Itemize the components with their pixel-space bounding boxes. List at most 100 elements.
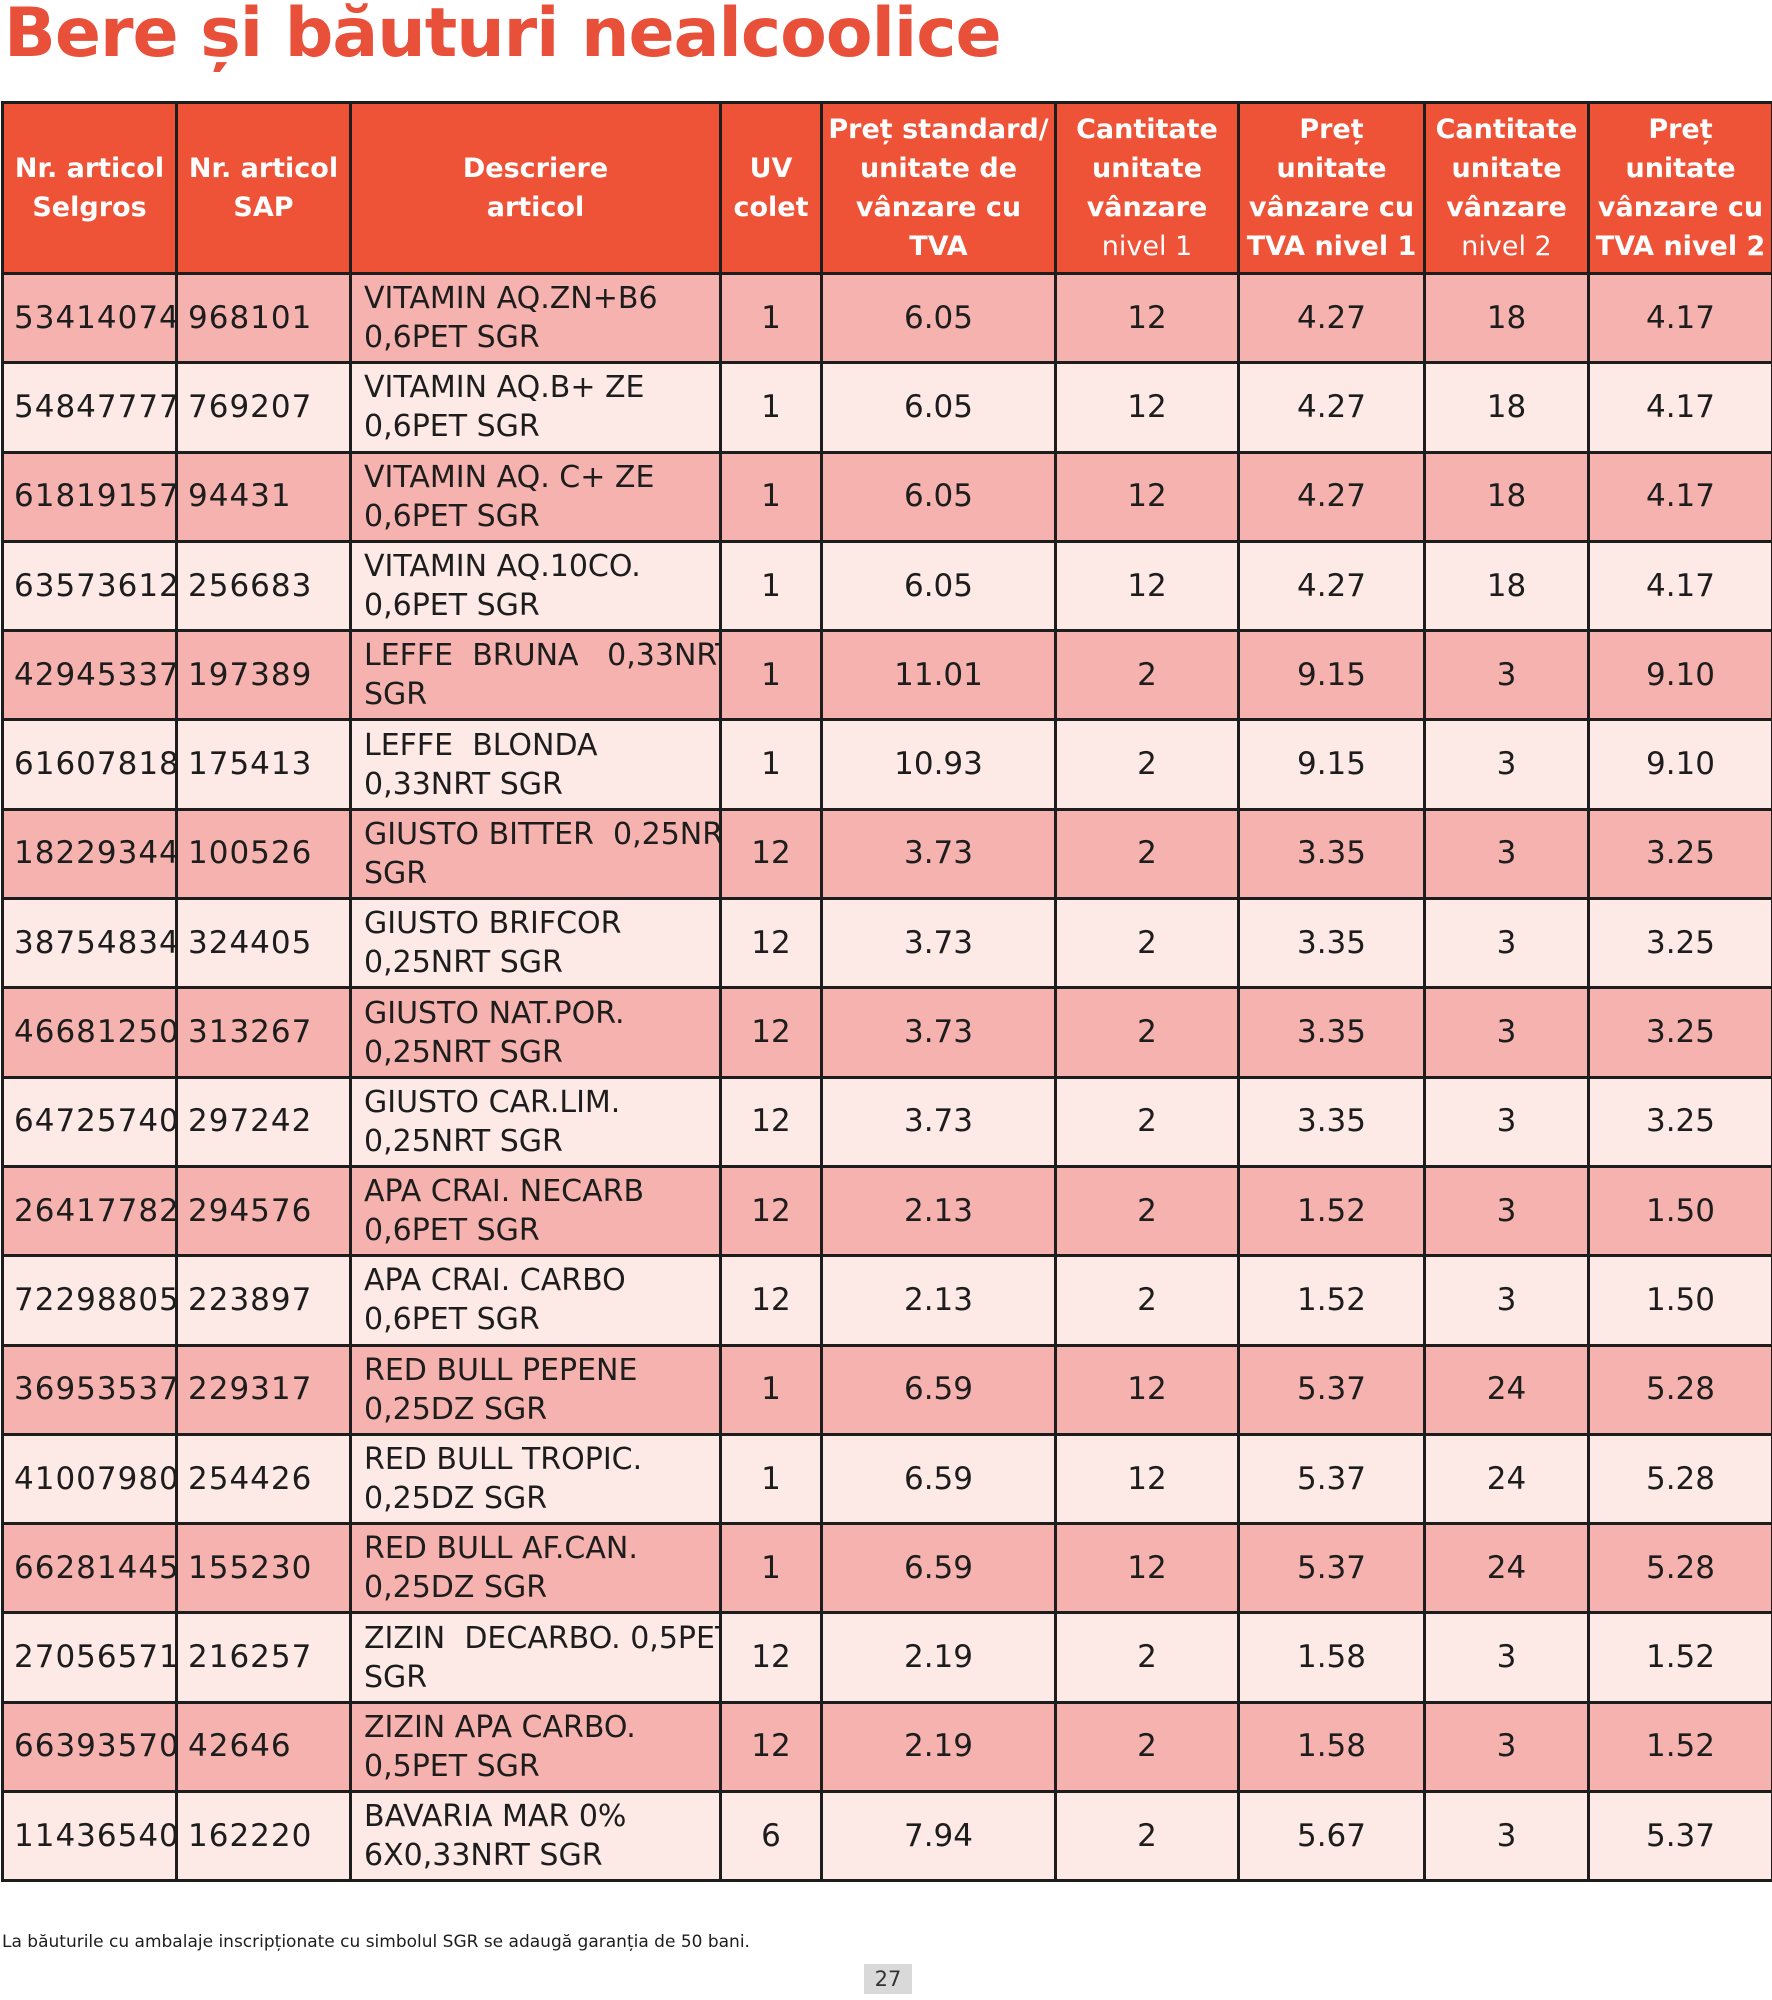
cell-cantitate-nivel-2: 3 xyxy=(1423,897,1590,990)
cell-pret-nivel-2: 3.25 xyxy=(1587,1075,1772,1168)
table-row: 61819157 94431 VITAMIN AQ. C+ ZE 0,6PET SGR… xyxy=(1,450,1772,543)
cell-pret-standard: 11.01 xyxy=(820,629,1057,722)
cell-nr-selgros: 61607818 xyxy=(1,718,178,811)
cell-uv-colet: 1 xyxy=(719,361,823,454)
page-title: Bere și băuturi nealcoolice xyxy=(4,0,1002,73)
header-line: vânzare cu xyxy=(1597,192,1764,223)
cell-nr-sap: 297242 xyxy=(175,1075,352,1168)
cell-cantitate-nivel-1: 2 xyxy=(1054,897,1240,990)
cell-uv-colet: 1 xyxy=(719,1343,823,1436)
cell-nr-selgros: 61819157 xyxy=(1,450,178,543)
table-row: 64725740 297242 GIUSTO CAR.LIM. 0,25NRT SGR… xyxy=(1,1075,1772,1168)
cell-pret-nivel-2: 9.10 xyxy=(1587,718,1772,811)
cell-cantitate-nivel-2: 3 xyxy=(1423,807,1590,901)
description-line: 0,5PET SGR xyxy=(364,1748,540,1784)
cell-nr-sap: 324405 xyxy=(175,897,352,990)
header-line: Descriere xyxy=(462,153,609,184)
header-line: vânzare cu xyxy=(855,192,1022,223)
cell-pret-nivel-1: 9.15 xyxy=(1237,629,1426,722)
description-line: SGR xyxy=(364,855,428,891)
description-line: ZIZIN DECARBO. 0,5PET xyxy=(364,1620,721,1656)
cell-cantitate-nivel-1: 12 xyxy=(1054,1343,1240,1436)
cell-pret-standard: 3.73 xyxy=(820,1075,1057,1168)
description-line: GIUSTO CAR.LIM. xyxy=(364,1084,621,1120)
cell-descriere: GIUSTO BITTER 0,25NRT SGR xyxy=(349,807,722,901)
description-line: LEFFE BRUNA 0,33NRT xyxy=(364,638,721,674)
cell-cantitate-nivel-2: 3 xyxy=(1423,718,1590,811)
cell-cantitate-nivel-2: 3 xyxy=(1423,1700,1590,1794)
cell-nr-selgros: 54847777 xyxy=(1,361,178,454)
cell-cantitate-nivel-1: 2 xyxy=(1054,1700,1240,1794)
cell-nr-selgros: 41007980 xyxy=(1,1432,178,1526)
cell-cantitate-nivel-2: 3 xyxy=(1423,1164,1590,1258)
cell-pret-standard: 6.59 xyxy=(820,1343,1057,1436)
cell-cantitate-nivel-2: 3 xyxy=(1423,1075,1590,1168)
cell-cantitate-nivel-2: 3 xyxy=(1423,1790,1590,1883)
cell-pret-nivel-1: 1.52 xyxy=(1237,1254,1426,1347)
cell-descriere: GIUSTO BRIFCOR 0,25NRT SGR xyxy=(349,897,722,990)
cell-uv-colet: 1 xyxy=(719,1522,823,1615)
cell-descriere: BAVARIA MAR 0% 6X0,33NRT SGR xyxy=(349,1790,722,1883)
cell-cantitate-nivel-1: 12 xyxy=(1054,1432,1240,1526)
cell-pret-standard: 7.94 xyxy=(820,1790,1057,1883)
cell-descriere: RED BULL PEPENE 0,25DZ SGR xyxy=(349,1343,722,1436)
cell-pret-nivel-1: 3.35 xyxy=(1237,1075,1426,1168)
cell-nr-sap: 229317 xyxy=(175,1343,352,1436)
cell-pret-nivel-1: 4.27 xyxy=(1237,361,1426,454)
header-line: UV xyxy=(749,153,793,184)
cell-nr-selgros: 63573612 xyxy=(1,539,178,633)
cell-cantitate-nivel-1: 2 xyxy=(1054,629,1240,722)
cell-nr-sap: 216257 xyxy=(175,1611,352,1704)
cell-nr-sap: 94431 xyxy=(175,450,352,543)
header-line: unitate xyxy=(1091,153,1203,184)
cell-pret-standard: 6.05 xyxy=(820,361,1057,454)
description-line: 0,25NRT SGR xyxy=(364,1123,563,1159)
cell-pret-nivel-1: 4.27 xyxy=(1237,271,1426,365)
cell-uv-colet: 1 xyxy=(719,450,823,543)
description-line: 0,6PET SGR xyxy=(364,409,540,445)
description-line: RED BULL TROPIC. xyxy=(364,1442,643,1477)
cell-cantitate-nivel-2: 3 xyxy=(1423,986,1590,1079)
cell-cantitate-nivel-1: 2 xyxy=(1054,1164,1240,1258)
cell-pret-nivel-2: 4.17 xyxy=(1587,450,1772,543)
cell-pret-standard: 2.13 xyxy=(820,1254,1057,1347)
cell-uv-colet: 1 xyxy=(719,1432,823,1526)
description-line: RED BULL AF.CAN. xyxy=(364,1531,638,1567)
table-row: 18229344 100526 GIUSTO BITTER 0,25NRT SGR 12… xyxy=(1,807,1772,901)
header-line: Nr. articol xyxy=(188,153,339,184)
description-line: RED BULL PEPENE xyxy=(364,1352,638,1388)
cell-uv-colet: 1 xyxy=(719,271,823,365)
cell-nr-selgros: 64725740 xyxy=(1,1075,178,1168)
cell-cantitate-nivel-1: 12 xyxy=(1054,271,1240,365)
table-row: 27056571 216257 ZIZIN DECARBO. 0,5PET SGR 12… xyxy=(1,1611,1772,1704)
cell-pret-nivel-2: 1.52 xyxy=(1587,1611,1772,1704)
cell-pret-standard: 2.19 xyxy=(820,1700,1057,1794)
cell-nr-selgros: 42945337 xyxy=(1,629,178,722)
cell-pret-nivel-1: 4.27 xyxy=(1237,539,1426,633)
header-line: articol xyxy=(486,192,585,223)
table-row: 46681250 313267 GIUSTO NAT.POR. 0,25NRT SGR… xyxy=(1,986,1772,1079)
description-line: GIUSTO BITTER 0,25NRT xyxy=(364,816,721,852)
cell-uv-colet: 12 xyxy=(719,986,823,1079)
cell-descriere: APA CRAI. CARBO 0,6PET SGR xyxy=(349,1254,722,1347)
cell-nr-selgros: 36953537 xyxy=(1,1343,178,1436)
header-line: TVA xyxy=(909,231,968,262)
header-line: SAP xyxy=(233,192,294,223)
cell-pret-standard: 2.19 xyxy=(820,1611,1057,1704)
table-row: 11436540 162220 BAVARIA MAR 0% 6X0,33NRT SG… xyxy=(1,1790,1772,1883)
table-row: 38754834 324405 GIUSTO BRIFCOR 0,25NRT SGR 1… xyxy=(1,897,1772,990)
cell-cantitate-nivel-1: 2 xyxy=(1054,1611,1240,1704)
header-line: nivel 1 xyxy=(1101,231,1193,262)
cell-descriere: LEFFE BLONDA 0,33NRT SGR xyxy=(349,718,722,811)
header-uv-colet: UV colet xyxy=(719,101,823,275)
header-cantitate-nivel-1: Cantitate unitate vânzare nivel 1 xyxy=(1054,101,1240,275)
cell-uv-colet: 12 xyxy=(719,1254,823,1347)
cell-pret-nivel-2: 3.25 xyxy=(1587,897,1772,990)
cell-pret-standard: 6.59 xyxy=(820,1522,1057,1615)
cell-pret-nivel-2: 4.17 xyxy=(1587,361,1772,454)
header-line: vânzare xyxy=(1086,192,1208,223)
cell-pret-nivel-2: 1.50 xyxy=(1587,1164,1772,1258)
cell-descriere: GIUSTO CAR.LIM. 0,25NRT SGR xyxy=(349,1075,722,1168)
table-row: 42945337 197389 LEFFE BRUNA 0,33NRT SGR 1 11.… xyxy=(1,629,1772,722)
cell-pret-nivel-2: 3.25 xyxy=(1587,986,1772,1079)
